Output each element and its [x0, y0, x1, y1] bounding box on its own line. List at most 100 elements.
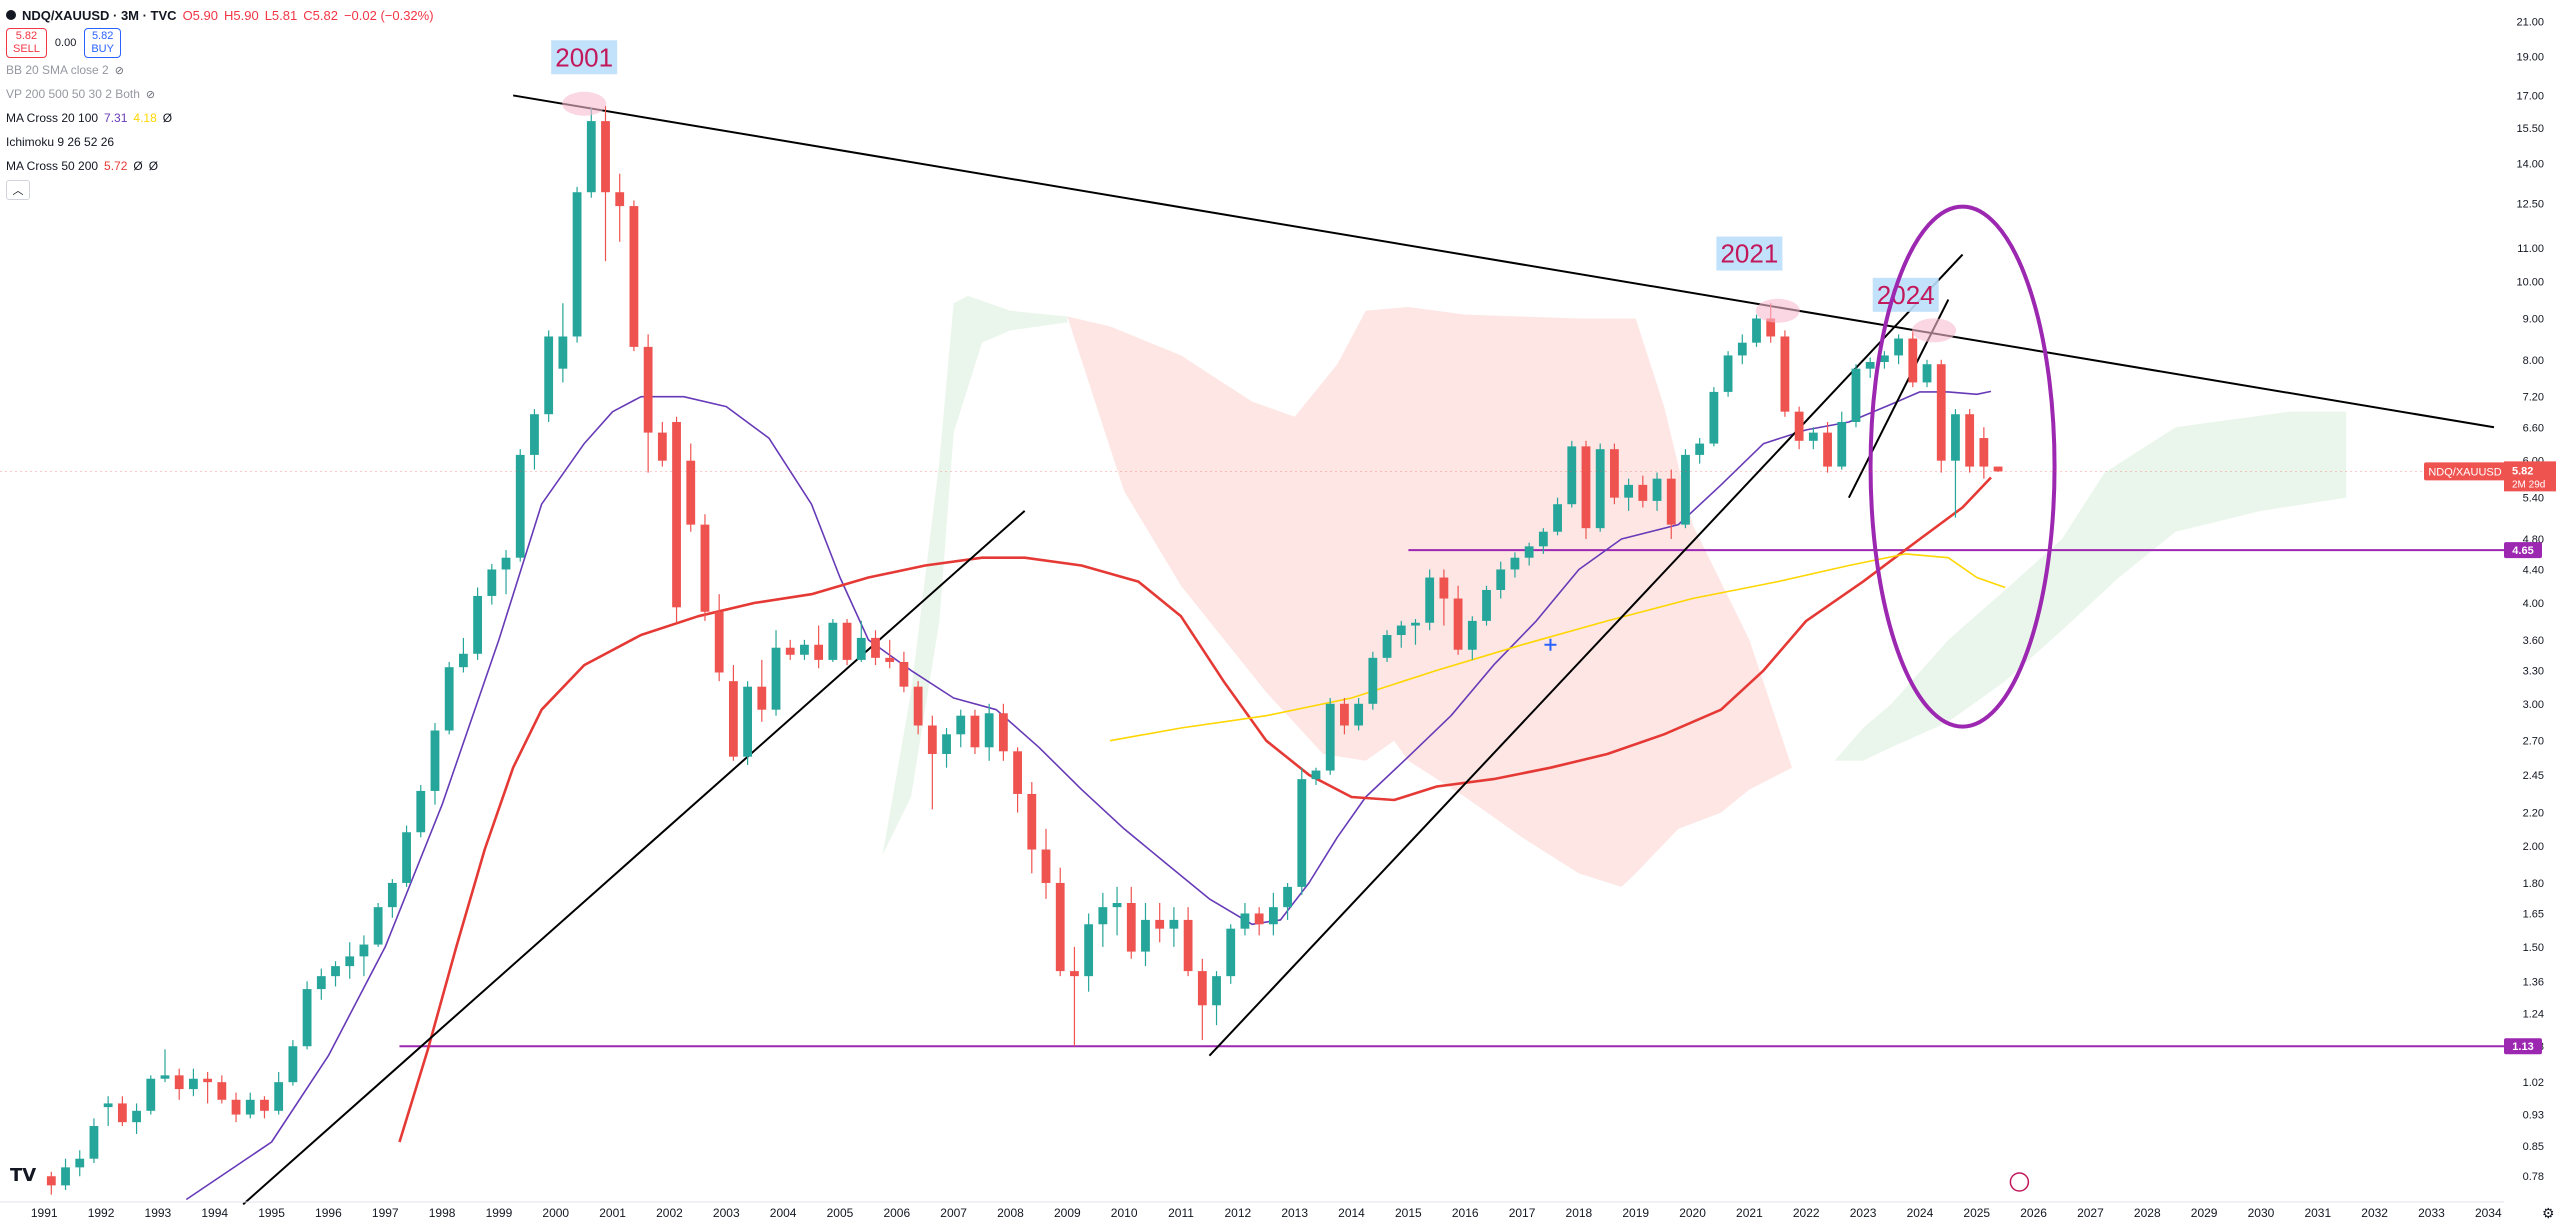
candle — [1837, 411, 1847, 470]
y-tick-label: 3.30 — [2523, 665, 2544, 677]
candle — [1254, 907, 1264, 936]
candle — [75, 1150, 85, 1177]
replay-icon[interactable] — [2009, 1172, 2030, 1192]
x-tick-label: 2033 — [2418, 1206, 2445, 1220]
x-tick-label: 2023 — [1850, 1206, 1877, 1220]
candle-body — [245, 1099, 255, 1115]
candle-body — [714, 611, 724, 673]
candle-body — [1638, 484, 1648, 501]
symbol-row: NDQ/XAUUSD · 3M · TVC O5.90 H5.90 L5.81 … — [6, 4, 434, 26]
collapse-legend-button[interactable]: ︿ — [6, 180, 30, 200]
candle — [686, 443, 696, 532]
candle-body — [572, 192, 582, 337]
candle — [515, 449, 525, 562]
eye-hidden-icon[interactable]: ⊘ — [114, 64, 124, 77]
indicator-row[interactable]: MA Cross 20 100 7.31 4.18 Ø — [6, 106, 434, 130]
candle — [1908, 330, 1918, 388]
candle — [913, 681, 923, 735]
candle-body — [46, 1176, 56, 1186]
buy-button[interactable]: 5.82 BUY — [84, 28, 121, 58]
candle — [189, 1068, 198, 1097]
candle — [1894, 334, 1904, 365]
candle — [743, 681, 753, 765]
y-tick-label: 1.24 — [2523, 1009, 2544, 1021]
candle-body — [1808, 432, 1818, 441]
candle — [117, 1096, 127, 1127]
x-tick-label: 2009 — [1054, 1206, 1081, 1220]
candle-body — [160, 1075, 170, 1079]
candle-body — [1510, 557, 1520, 570]
candle-body — [856, 637, 866, 660]
x-tick-label: 2008 — [997, 1206, 1024, 1220]
candle-body — [1425, 577, 1435, 623]
gear-icon[interactable]: ⚙ — [2542, 1205, 2555, 1221]
candle-body — [1737, 342, 1747, 356]
candle-body — [728, 681, 738, 757]
candle — [998, 703, 1008, 761]
candle-body — [1709, 391, 1719, 444]
y-tick-label: 17.00 — [2516, 90, 2544, 102]
candle — [1652, 472, 1662, 511]
sell-price: 5.82 — [15, 30, 38, 42]
ma-line — [1109, 553, 2006, 742]
candle-body — [132, 1110, 141, 1123]
symbol-tag: NDQ/XAUUSD — [2428, 466, 2501, 478]
candle-body — [402, 832, 411, 883]
sell-button[interactable]: 5.82 SELL — [6, 28, 47, 58]
candle-body — [1467, 620, 1477, 650]
ohlc-close: C5.82 — [303, 7, 338, 23]
x-tick-label: 2015 — [1395, 1206, 1422, 1220]
candle-body — [1439, 577, 1449, 599]
peak-highlight — [1755, 298, 1800, 323]
candle — [132, 1103, 141, 1134]
tradingview-logo[interactable]: TV — [10, 1165, 37, 1186]
candle — [1851, 364, 1861, 428]
y-tick-label: 1.50 — [2523, 942, 2544, 954]
candle — [1425, 569, 1435, 631]
indicator-row[interactable]: Ichimoku 9 26 52 26 — [6, 130, 434, 154]
y-tick-label: 2.70 — [2523, 736, 2544, 748]
x-tick-label: 2017 — [1509, 1206, 1536, 1220]
candle-body — [970, 715, 980, 748]
candle — [672, 416, 681, 623]
candle-body — [1226, 928, 1236, 977]
peak-highlight — [1912, 318, 1957, 343]
ma-line — [185, 390, 1992, 1201]
candle-body — [942, 734, 951, 754]
candle — [1467, 616, 1477, 660]
candle-body — [1297, 779, 1307, 887]
symbol-title[interactable]: NDQ/XAUUSD · 3M · TVC — [22, 7, 177, 23]
candle-body — [885, 657, 895, 662]
eye-hidden-icon[interactable]: ⊘ — [145, 88, 156, 101]
candle-body — [387, 882, 397, 908]
candle-body — [672, 421, 681, 608]
y-tick-label: 21.00 — [2516, 16, 2544, 28]
candle — [1993, 466, 2003, 472]
indicator-row[interactable]: MA Cross 50 200 5.72 Ø Ø — [6, 154, 434, 178]
last-price-label: 5.82 — [2512, 465, 2533, 477]
candle-body — [302, 989, 312, 1047]
x-tick-label: 1991 — [31, 1206, 58, 1220]
candle-body — [1595, 449, 1605, 529]
candle — [1183, 907, 1193, 977]
y-tick-label: 2.00 — [2523, 841, 2544, 853]
y-tick-label: 8.00 — [2523, 355, 2544, 367]
candle — [530, 409, 539, 470]
candle-body — [1681, 454, 1690, 525]
indicator-row[interactable]: BB 20 SMA close 2 ⊘ — [6, 58, 434, 82]
candle — [1879, 351, 1889, 369]
candle-body — [75, 1158, 85, 1168]
candle-body — [1553, 504, 1562, 532]
candle-body — [1581, 446, 1591, 529]
candle — [260, 1096, 269, 1119]
candle — [302, 981, 312, 1050]
candle-body — [274, 1082, 284, 1111]
candle — [416, 784, 426, 838]
candle-body — [458, 653, 468, 668]
x-tick-label: 2004 — [770, 1206, 797, 1220]
last-price-badge-bg — [2504, 461, 2556, 492]
indicator-row[interactable]: VP 200 500 50 30 2 Both ⊘ — [6, 82, 434, 106]
candle-body — [544, 336, 554, 415]
candle — [1737, 334, 1747, 365]
